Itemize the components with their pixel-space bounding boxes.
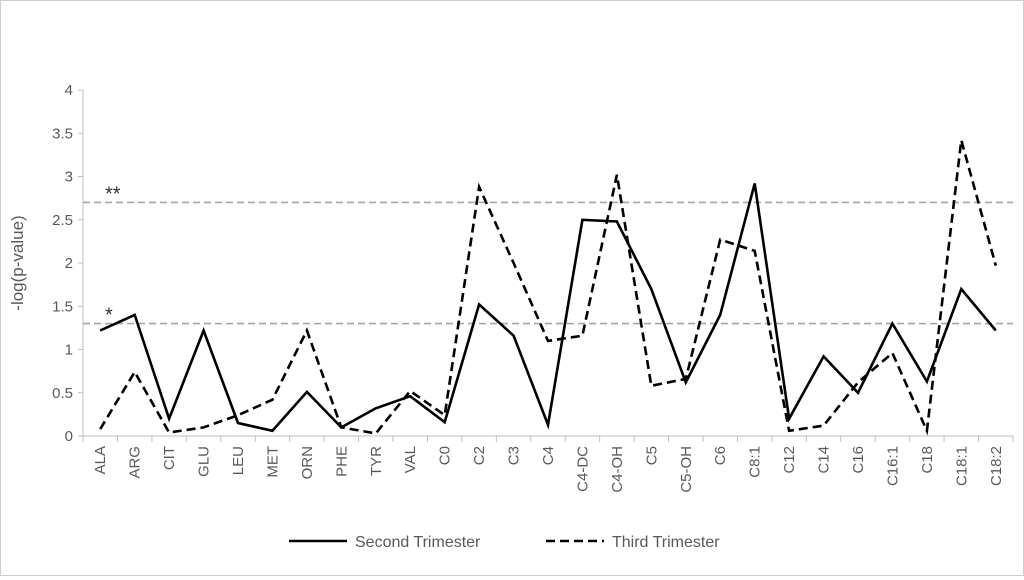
x-tick-label: C18:2 [988,446,1005,486]
x-tick-label: C3 [506,446,523,465]
x-tick-label: C8:1 [747,446,764,478]
x-tick-label: C4-DC [574,446,591,492]
x-tick-label: ORN [299,446,316,479]
x-tick-label: CIT [161,446,178,470]
significance-marker: * [105,305,113,327]
series-line-second-trimester [99,183,997,433]
y-tick-label: 2 [65,255,73,272]
y-tick-label: 3 [65,169,73,186]
y-tick-label: 0 [65,428,73,445]
legend: Second Trimester Third Trimester [289,534,720,551]
y-tick-label: 0.5 [52,385,73,402]
axes: 0 0.5 1 1.5 2 2.5 3 3.5 4 -log(p-value) ALA ARG CIT G… [8,82,1014,493]
x-tick-label: C4 [540,446,557,465]
y-tick-label: 4 [65,82,73,99]
x-tick-label: C2 [471,446,488,465]
x-tick-label: C16:1 [884,446,901,486]
legend-label: Second Trimester [355,534,481,551]
x-tick-label: C14 [816,446,833,474]
y-tick-label: 1 [65,342,73,359]
x-tick-label: C6 [712,446,729,465]
x-tick-label: C18:1 [953,446,970,486]
x-tick-label: VAL [402,446,419,473]
x-tick-label: TYR [368,446,385,476]
y-axis-title: -log(p-value) [8,215,27,310]
reference-lines: *** [83,183,1013,327]
x-tick-label: PHE [333,446,350,477]
x-tick-label: ALA [92,446,109,474]
legend-label: Third Trimester [612,534,720,551]
series-line-third-trimester [99,139,998,436]
x-tick-label: LEU [230,446,247,475]
y-tick-label: 1.5 [52,298,73,315]
x-tick-label: GLU [196,446,213,477]
x-tick-label: C18 [919,446,936,474]
x-tick-label: C0 [437,446,454,465]
series-lines [99,139,998,436]
x-tick-label: ARG [127,446,144,479]
x-tick-label: MET [264,446,281,478]
x-tick-label: C5 [643,446,660,465]
y-tick-label: 3.5 [52,125,73,142]
x-tick-label: C16 [850,446,867,474]
y-tick-label: 2.5 [52,212,73,229]
x-tick-label: C12 [781,446,798,474]
x-tick-label: C5-OH [678,446,695,493]
significance-marker: ** [105,183,121,205]
x-tick-label: C4-OH [609,446,626,493]
